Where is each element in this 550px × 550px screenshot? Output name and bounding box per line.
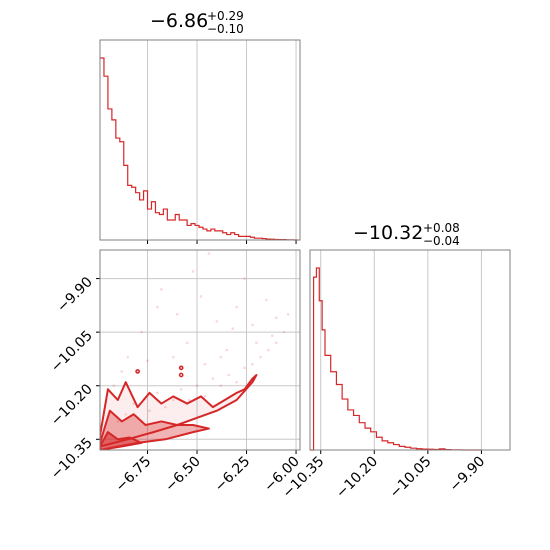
scatter-point — [251, 362, 254, 366]
scatter-point — [267, 348, 270, 352]
scatter-point — [235, 380, 238, 384]
hist-1-frame — [99, 39, 301, 241]
scatter-point — [259, 355, 262, 359]
scatter-point — [185, 341, 189, 345]
contour-island — [178, 365, 184, 371]
scatter-point — [227, 373, 231, 377]
scatter-y-tick-label: −10.35 — [48, 435, 96, 483]
title-param-1: −6.86 +0.29 −0.10 — [150, 9, 244, 36]
hist-2-step-line — [310, 267, 482, 451]
scatter-point — [171, 355, 175, 359]
contour-island — [135, 369, 140, 374]
scatter-point — [120, 370, 124, 373]
title-1-minus: −0.10 — [207, 22, 244, 36]
scatter-point — [211, 377, 215, 380]
scatter-point — [199, 295, 203, 298]
scatter-x-tick-label: −6.25 — [212, 454, 254, 496]
scatter-point — [175, 312, 179, 316]
scatter-plot-area — [100, 252, 290, 450]
scatter-point — [156, 305, 159, 309]
scatter-point — [148, 409, 151, 413]
scatter-group: −6.75 −6.50 −6.25 −6.00−10.35−10.20−10.05−9… — [48, 250, 303, 495]
title-1-plus: +0.29 — [207, 9, 244, 23]
hist-1-step-line — [100, 57, 299, 241]
hist-1-group — [100, 40, 299, 244]
scatter-point — [191, 270, 195, 273]
contour-island — [178, 372, 184, 378]
scatter-point — [251, 323, 254, 327]
scatter-point — [195, 384, 199, 388]
scatter-point — [207, 252, 211, 255]
scatter-point — [286, 312, 290, 316]
scatter-point — [164, 405, 167, 409]
scatter-point — [203, 395, 207, 398]
scatter-point — [270, 334, 274, 338]
scatter-point — [146, 359, 149, 363]
scatter-point — [255, 341, 258, 345]
title-param-2: −10.32 +0.08 −0.04 — [353, 221, 460, 248]
scatter-point — [219, 355, 223, 359]
title-1-value: −6.86 — [150, 10, 209, 32]
scatter-point — [179, 387, 183, 391]
hist-2-tick-label: −10.20 — [333, 454, 381, 502]
scatter-point — [112, 384, 116, 388]
scatter-point — [215, 320, 219, 323]
scatter-point — [124, 412, 128, 416]
scatter-y-tick-label: −9.90 — [54, 274, 96, 316]
hist-2-group: −10.35 −10.20 −10.05 −9.90 — [280, 250, 489, 502]
scatter-point — [225, 348, 229, 352]
scatter-y-tick-label: −10.05 — [48, 328, 96, 376]
scatter-point — [282, 330, 286, 334]
scatter-point — [274, 341, 278, 345]
scatter-point — [156, 391, 159, 395]
hist-2-frame — [309, 249, 511, 451]
scatter-point — [171, 398, 175, 402]
scatter-y-tick-label: −10.20 — [48, 381, 96, 429]
scatter-x-tick-label: −6.50 — [162, 454, 204, 496]
scatter-point — [231, 327, 234, 330]
scatter-point — [219, 384, 223, 388]
scatter-frame — [99, 249, 301, 451]
scatter-point — [243, 366, 246, 370]
hist-2-tick-label: −9.90 — [447, 454, 489, 496]
scatter-point — [187, 398, 191, 402]
contour-inner — [100, 431, 143, 450]
hist-2-tick-label: −10.05 — [387, 454, 435, 502]
title-2-minus: −0.04 — [423, 234, 460, 248]
title-2-plus: +0.08 — [423, 221, 460, 235]
scatter-point — [203, 362, 207, 366]
scatter-point — [274, 316, 278, 320]
scatter-point — [235, 305, 238, 309]
scatter-point — [132, 402, 135, 405]
scatter-point — [160, 287, 163, 291]
scatter-point — [140, 330, 143, 334]
scatter-point — [116, 420, 120, 423]
scatter-point — [126, 355, 130, 359]
title-2-value: −10.32 — [353, 222, 424, 244]
scatter-x-tick-label: −6.75 — [113, 454, 155, 496]
scatter-point — [243, 277, 246, 280]
scatter-point — [265, 298, 268, 302]
